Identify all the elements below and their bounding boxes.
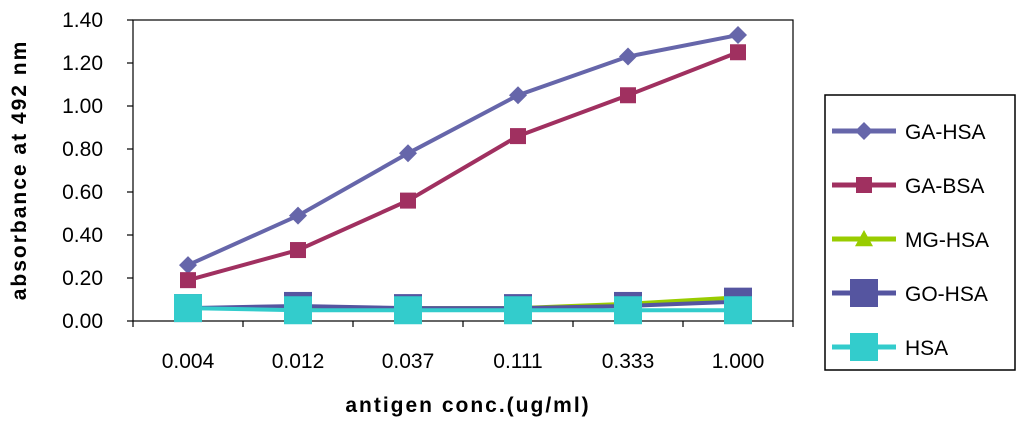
x-tick-label: 0.004 [162,350,215,373]
legend-label: HSA [905,337,948,360]
data-point [399,144,417,163]
x-tick-label: 0.111 [493,350,542,373]
legend-entry: GO-HSA [832,279,988,307]
legend-marker [856,177,872,193]
series-line [187,50,739,283]
data-point [509,86,527,105]
data-point [284,296,312,325]
data-point [179,256,197,275]
y-tick-label: 1.40 [62,9,103,32]
y-tick-label: 1.20 [62,52,103,75]
series-hsa [174,294,752,325]
data-point [724,296,752,325]
data-point [729,26,747,45]
legend: GA-HSA GA-BSA MG-HSA GO-HSA HSA [824,94,1016,371]
legend-marker [855,122,873,140]
x-tick-label: 0.037 [382,350,435,373]
legend-marker [850,279,878,307]
data-point [619,47,637,66]
data-point [614,296,642,325]
data-point [180,272,196,289]
series-ga-hsa [179,26,747,275]
legend-marker [850,333,878,361]
legend-marker [855,230,873,247]
y-axis-title: absorbance at 492 nm [8,40,31,301]
data-point [730,44,746,61]
data-point [174,294,202,323]
legend-label: GO-HSA [905,283,988,306]
legend-entry: MG-HSA [832,229,989,252]
series-ga-bsa [180,44,746,289]
data-point [620,87,636,104]
data-point [394,296,422,325]
data-point [290,242,306,259]
data-point [504,296,532,325]
legend-label: GA-HSA [905,121,986,144]
legend-entry: GA-HSA [832,121,986,144]
y-tick-label: 0.40 [62,224,103,247]
series-line [187,33,739,267]
y-tick-label: 0.80 [62,138,103,161]
series-layer [174,26,752,325]
legend-entry: GA-BSA [832,175,984,198]
x-tick-label: 0.333 [602,350,655,373]
x-axis: 0.004 0.012 0.037 0.111 0.333 1.000 [132,321,794,373]
series-line [187,299,739,311]
series-line [187,306,738,313]
y-tick-label: 0.00 [62,310,103,333]
x-tick-label: 0.012 [272,350,325,373]
legend-entry: HSA [832,333,948,361]
legend-label: GA-BSA [905,175,984,198]
x-tick-label: 1.000 [712,350,765,373]
y-axis: 0.00 0.20 0.40 0.60 0.80 1.00 1.20 1.40 [62,9,133,333]
legend-label: MG-HSA [905,229,989,252]
x-axis-title: antigen conc.(ug/ml) [345,394,590,417]
legend-box [824,94,1016,371]
data-point [289,206,307,225]
data-point [510,128,526,145]
data-point [400,192,416,209]
y-tick-label: 1.00 [62,95,103,118]
y-tick-label: 0.60 [62,181,103,204]
series-go-hsa [174,287,752,323]
y-tick-label: 0.20 [62,267,103,290]
